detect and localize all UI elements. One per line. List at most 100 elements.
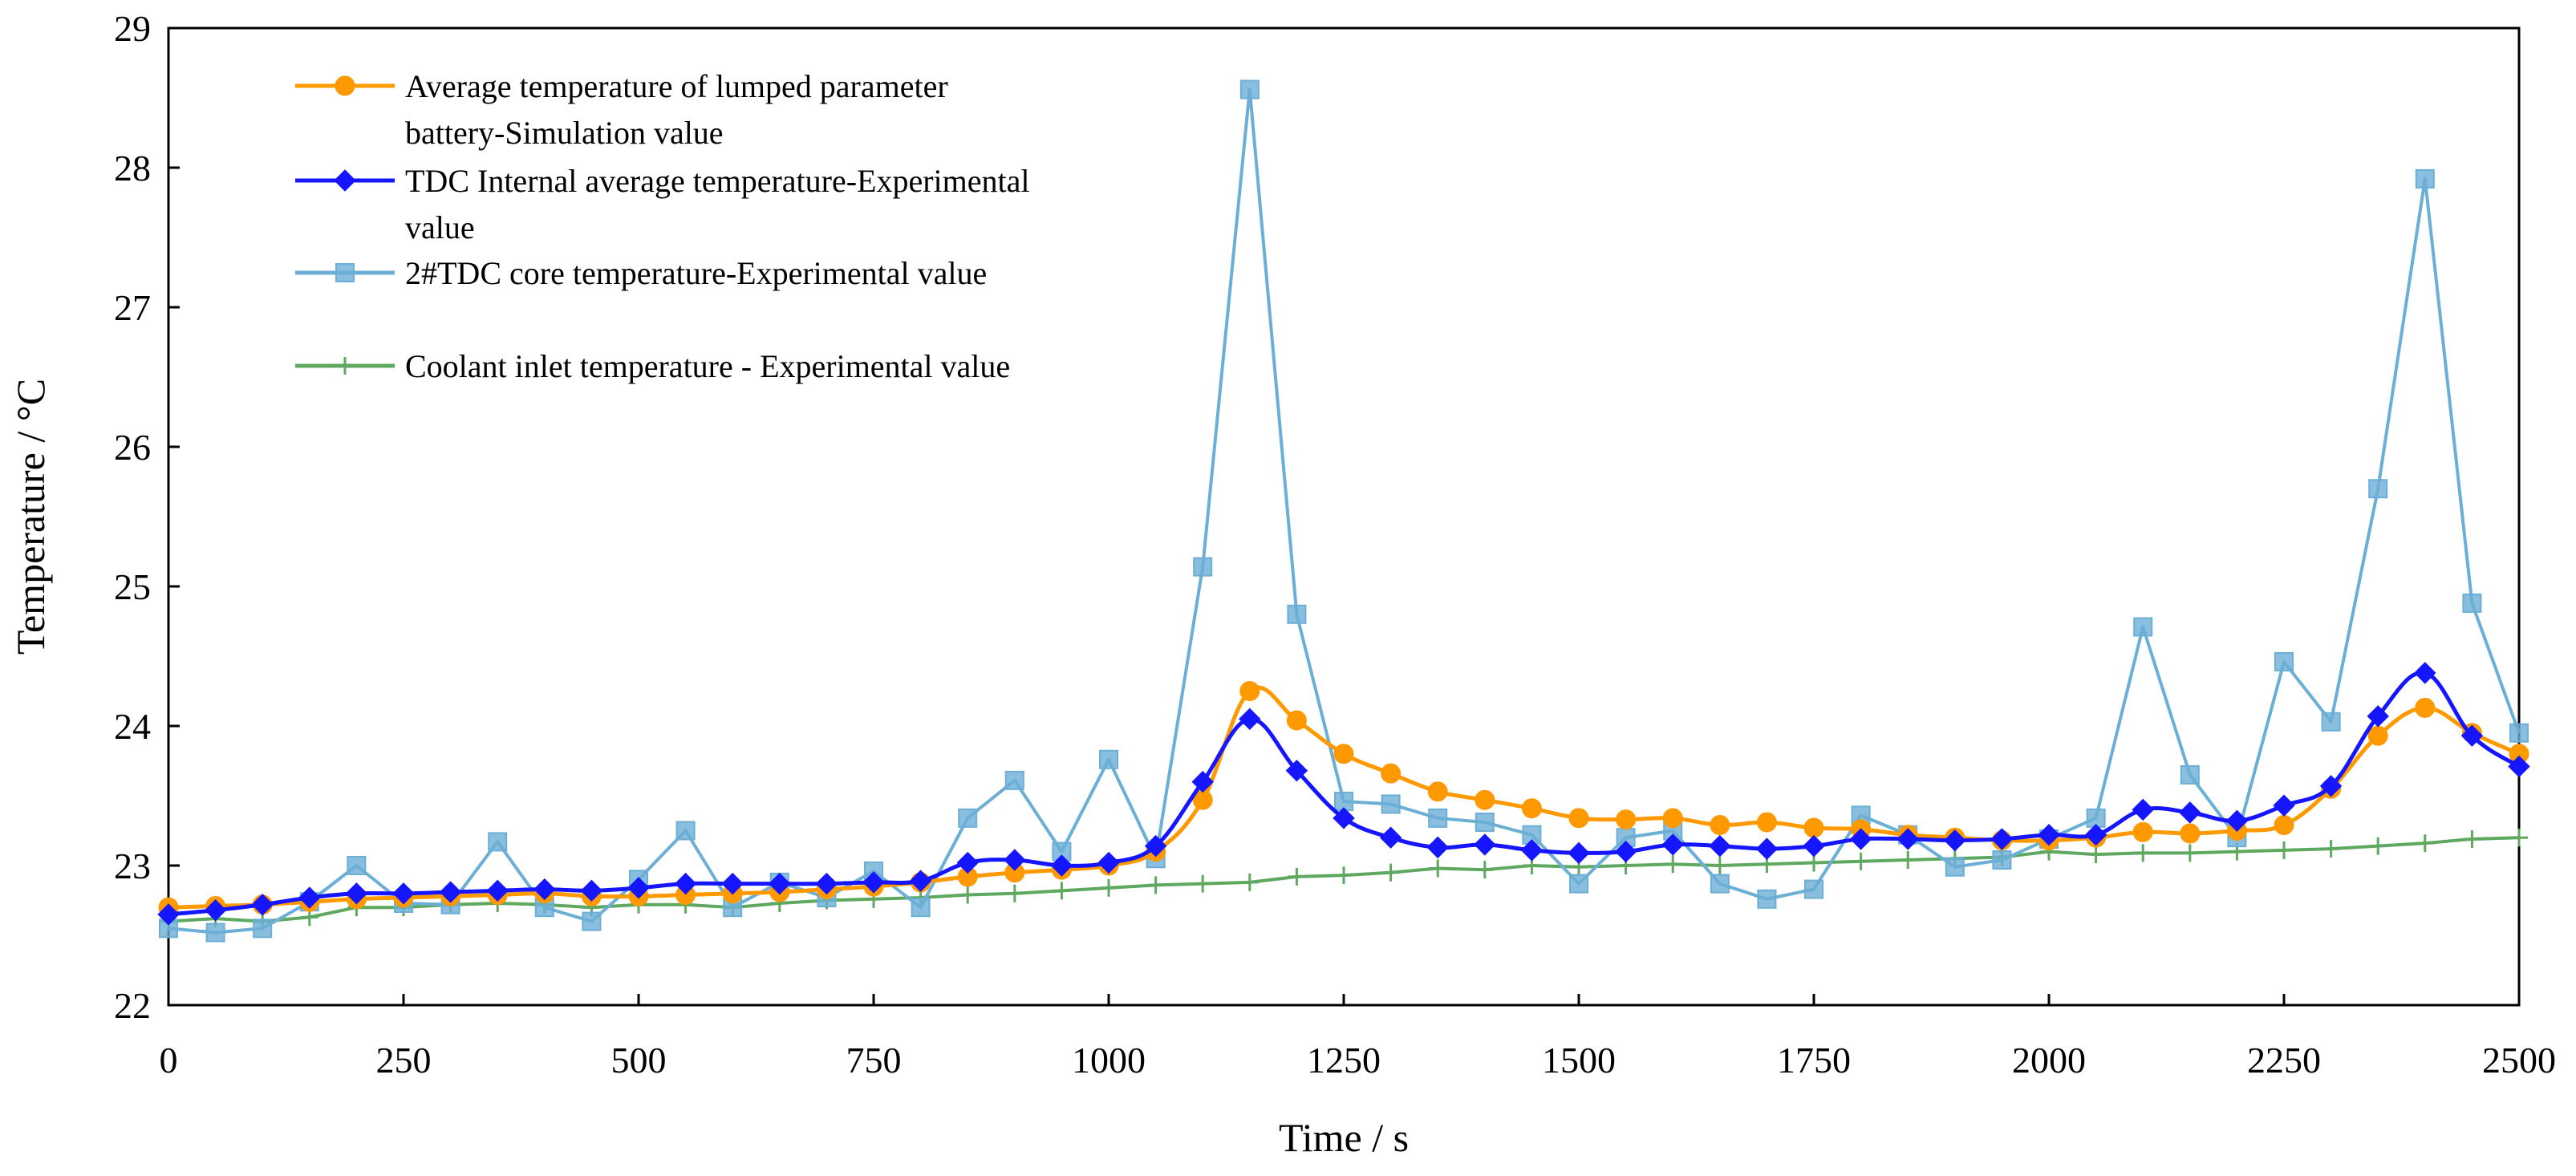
data-point bbox=[2132, 798, 2154, 821]
legend-marker bbox=[335, 75, 355, 96]
data-point bbox=[1381, 794, 1401, 814]
y-axis: 22 23 24 25 26 27 28 29 bbox=[114, 8, 180, 1026]
data-point bbox=[1285, 759, 1308, 782]
y-tick-label: 26 bbox=[114, 427, 151, 468]
data-point bbox=[1429, 859, 1447, 878]
data-point bbox=[1568, 808, 1589, 829]
data-point bbox=[1474, 833, 1496, 856]
data-point bbox=[204, 898, 227, 922]
data-point bbox=[1191, 770, 1214, 793]
data-point bbox=[1379, 826, 1402, 849]
data-point bbox=[251, 894, 274, 916]
x-tick-label: 2250 bbox=[2247, 1040, 2321, 1081]
legend-marker bbox=[335, 263, 355, 282]
data-point bbox=[909, 870, 932, 892]
data-point bbox=[157, 903, 180, 926]
data-point bbox=[2416, 834, 2434, 853]
data-point bbox=[1897, 828, 1919, 850]
y-axis-title: Temperature / °C bbox=[8, 379, 53, 655]
data-point bbox=[2134, 844, 2152, 862]
data-point bbox=[1053, 882, 1071, 900]
data-point bbox=[1804, 879, 1823, 899]
data-point bbox=[1756, 812, 1777, 833]
legend-label: Coolant inlet temperature - Experimental… bbox=[405, 348, 1010, 384]
data-point bbox=[1709, 834, 1731, 858]
x-axis: 0 250 500 750 1000 1250 1500 1750 2000 2250 2500 bbox=[160, 994, 2556, 1081]
data-point bbox=[1475, 861, 1494, 879]
data-point bbox=[2508, 755, 2530, 778]
data-point bbox=[956, 851, 979, 874]
y-tick-label: 27 bbox=[114, 287, 151, 328]
data-point bbox=[721, 872, 744, 895]
data-point bbox=[2509, 723, 2529, 743]
data-point bbox=[675, 821, 696, 841]
data-point bbox=[1616, 809, 1637, 830]
data-point bbox=[1945, 857, 1965, 877]
data-point bbox=[1239, 708, 1261, 731]
data-point bbox=[1475, 813, 1495, 833]
data-point bbox=[2180, 764, 2200, 785]
data-point bbox=[1614, 840, 1637, 863]
data-point bbox=[1710, 857, 1729, 874]
data-point bbox=[1005, 884, 1024, 902]
data-point bbox=[862, 871, 885, 894]
data-point bbox=[2510, 829, 2528, 847]
data-point bbox=[1899, 851, 1917, 870]
data-point bbox=[1428, 808, 1448, 828]
data-point bbox=[2132, 821, 2153, 842]
data-point bbox=[486, 879, 509, 902]
data-point bbox=[1992, 850, 2012, 870]
data-point bbox=[1333, 744, 1354, 764]
x-tick-label: 500 bbox=[611, 1040, 667, 1081]
series-square bbox=[159, 79, 2529, 943]
data-point bbox=[533, 878, 556, 901]
data-point bbox=[1239, 681, 1260, 701]
legend: Average temperature of lumped parameter b… bbox=[295, 68, 1030, 384]
data-point bbox=[2274, 651, 2294, 671]
data-point bbox=[298, 886, 321, 909]
data-point bbox=[347, 856, 367, 875]
data-point bbox=[205, 923, 225, 943]
data-point bbox=[345, 882, 368, 905]
data-point bbox=[1803, 817, 1824, 838]
data-point bbox=[1569, 874, 1588, 894]
data-point bbox=[2414, 662, 2436, 684]
data-point bbox=[911, 898, 931, 918]
data-point bbox=[439, 881, 462, 903]
data-point bbox=[1381, 863, 1400, 882]
data-point bbox=[1755, 837, 1779, 860]
data-point bbox=[2367, 725, 2388, 746]
data-point bbox=[1664, 855, 1682, 874]
data-point bbox=[1710, 874, 1730, 894]
data-point bbox=[1475, 789, 1495, 810]
legend-label: TDC Internal average temperature-Experim… bbox=[405, 163, 1030, 199]
data-point bbox=[1193, 557, 1213, 577]
y-tick-label: 25 bbox=[114, 566, 151, 607]
data-point bbox=[1100, 878, 1118, 897]
data-point bbox=[959, 886, 977, 904]
x-axis-title: Time / s bbox=[1279, 1115, 1409, 1160]
data-point bbox=[1050, 854, 1073, 877]
x-tick-label: 0 bbox=[160, 1040, 178, 1081]
data-point bbox=[2322, 840, 2340, 858]
data-point bbox=[2415, 168, 2435, 189]
data-point bbox=[2087, 846, 2105, 864]
data-point bbox=[1288, 867, 1306, 886]
data-point bbox=[958, 808, 978, 828]
data-point bbox=[1099, 749, 1118, 769]
data-point bbox=[2368, 479, 2388, 499]
data-point bbox=[2225, 809, 2249, 833]
data-point bbox=[1004, 849, 1026, 871]
x-tick-label: 250 bbox=[376, 1040, 432, 1081]
data-point bbox=[2180, 844, 2199, 862]
data-point bbox=[1662, 808, 1683, 829]
x-tick-label: 1250 bbox=[1307, 1040, 1381, 1081]
data-point bbox=[1849, 828, 1872, 850]
data-point bbox=[2319, 775, 2343, 797]
data-point bbox=[1286, 710, 1307, 731]
data-point bbox=[2415, 697, 2436, 718]
x-tick-label: 1500 bbox=[1542, 1040, 1616, 1081]
series-plus bbox=[160, 829, 2528, 931]
data-point bbox=[1004, 770, 1024, 790]
